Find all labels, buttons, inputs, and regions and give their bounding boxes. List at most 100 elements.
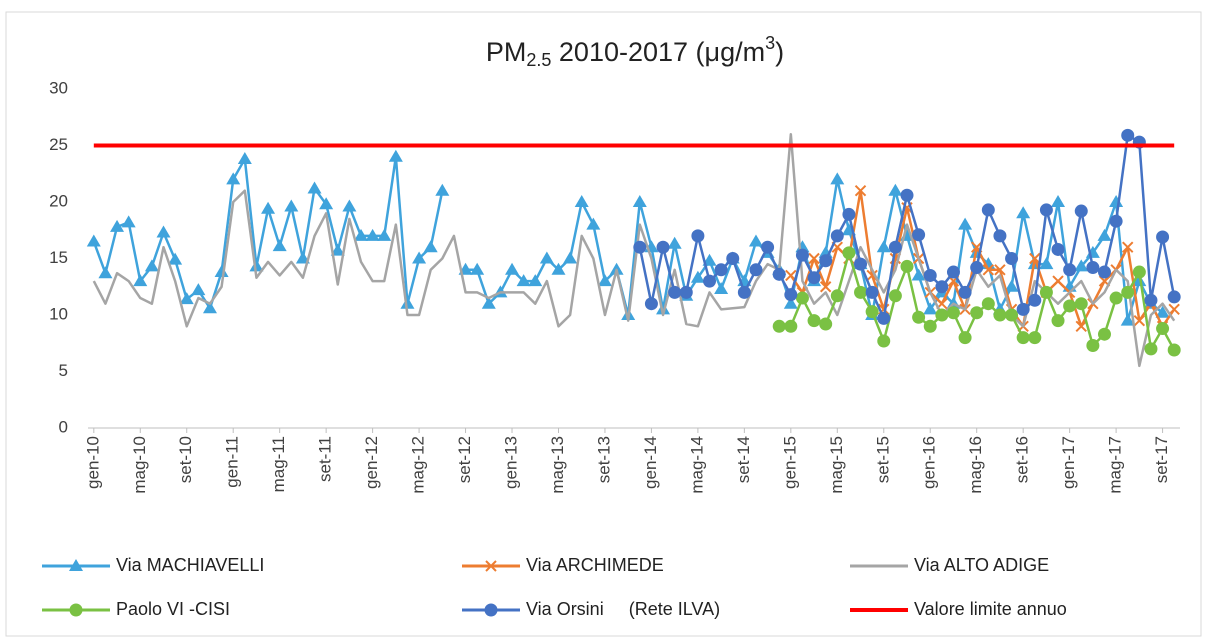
point-marker: [1156, 322, 1170, 336]
point-marker: [807, 314, 821, 328]
point-marker: [354, 228, 368, 241]
legend-label: Valore limite annuo: [914, 599, 1067, 619]
point-marker: [830, 229, 844, 243]
point-marker: [1168, 303, 1180, 316]
y-tick-label: 15: [49, 248, 68, 267]
point-marker: [795, 291, 809, 305]
point-marker: [667, 236, 682, 249]
point-marker: [912, 310, 926, 324]
point-marker: [784, 288, 798, 302]
point-marker: [691, 229, 705, 243]
point-marker: [249, 259, 264, 272]
point-marker: [528, 274, 543, 287]
point-marker: [86, 234, 101, 247]
point-marker: [551, 262, 566, 275]
point-marker: [237, 152, 252, 165]
point-marker: [877, 311, 891, 325]
point-marker: [679, 285, 693, 299]
series-line: [92, 132, 1176, 368]
x-tick-label: gen-11: [223, 436, 242, 488]
point-marker: [1039, 285, 1053, 299]
point-marker: [423, 240, 438, 253]
point-marker: [470, 262, 485, 275]
x-tick-label: set-12: [455, 436, 474, 483]
point-marker: [319, 197, 334, 210]
point-marker: [1005, 252, 1019, 265]
legend-marker: [484, 603, 498, 617]
point-marker: [714, 263, 728, 277]
point-marker: [807, 271, 821, 285]
point-marker: [1167, 290, 1181, 304]
title-sup: 3: [765, 33, 775, 53]
point-marker: [970, 306, 984, 320]
point-marker: [935, 308, 949, 322]
point-marker: [168, 252, 183, 265]
x-tick-label: gen-13: [502, 436, 521, 489]
point-marker: [539, 251, 554, 264]
point-marker: [772, 267, 786, 281]
point-marker: [342, 199, 357, 212]
y-tick-label: 25: [49, 135, 68, 154]
x-tick-label: mag-10: [130, 436, 149, 494]
point-marker: [110, 219, 125, 232]
point-marker: [1039, 257, 1054, 270]
x-tick-label: mag-16: [966, 436, 985, 494]
point-marker: [1156, 230, 1170, 244]
point-marker: [946, 306, 960, 320]
point-marker: [1097, 228, 1112, 241]
point-marker: [330, 243, 345, 256]
point-marker: [412, 251, 427, 264]
point-marker: [1120, 313, 1135, 326]
point-marker: [1074, 259, 1089, 272]
legend-marker: [485, 560, 497, 572]
point-marker: [156, 225, 171, 238]
point-marker: [819, 317, 833, 331]
x-tick-label: mag-17: [1106, 436, 1125, 494]
point-marker: [1052, 275, 1064, 287]
point-marker: [888, 183, 903, 196]
x-tick-label: set-15: [873, 436, 892, 483]
point-marker: [1063, 299, 1077, 313]
point-marker: [1005, 308, 1019, 322]
point-marker: [1016, 302, 1030, 316]
x-tick-label: mag-14: [687, 436, 706, 494]
point-marker: [1121, 128, 1135, 142]
x-tick-label: gen-12: [362, 436, 381, 489]
point-marker: [656, 302, 671, 315]
title-part: PM: [486, 37, 527, 67]
point-marker: [481, 296, 496, 309]
point-marker: [365, 228, 380, 241]
point-marker: [982, 264, 995, 276]
point-marker: [261, 201, 276, 214]
point-marker: [748, 234, 763, 247]
point-marker: [1063, 263, 1077, 277]
point-marker: [121, 215, 136, 228]
point-marker: [1121, 285, 1135, 299]
x-tick-label: mag-15: [827, 436, 846, 494]
legend-label: Via Orsini (Rete ILVA): [526, 599, 720, 619]
point-marker: [1051, 314, 1065, 328]
x-tick-label: mag-11: [269, 436, 288, 492]
series: [92, 132, 1176, 368]
point-marker: [993, 308, 1007, 322]
legend-marker: [69, 603, 83, 617]
point-marker: [888, 240, 902, 254]
point-marker: [284, 199, 299, 212]
point-marker: [981, 203, 995, 217]
point-marker: [1144, 293, 1158, 307]
point-marker: [1109, 291, 1123, 305]
point-marker: [808, 252, 820, 265]
point-marker: [1086, 261, 1100, 275]
point-marker: [888, 289, 902, 303]
point-marker: [1075, 320, 1087, 333]
series: [633, 128, 1181, 325]
point-marker: [377, 228, 392, 241]
point-marker: [923, 268, 937, 282]
point-marker: [1029, 252, 1041, 265]
legend-label: Paolo VI -CISI: [116, 599, 230, 619]
x-tick-label: set-14: [734, 436, 753, 483]
point-marker: [970, 261, 984, 275]
title-sub: 2.5: [526, 50, 551, 70]
point-marker: [993, 229, 1007, 243]
